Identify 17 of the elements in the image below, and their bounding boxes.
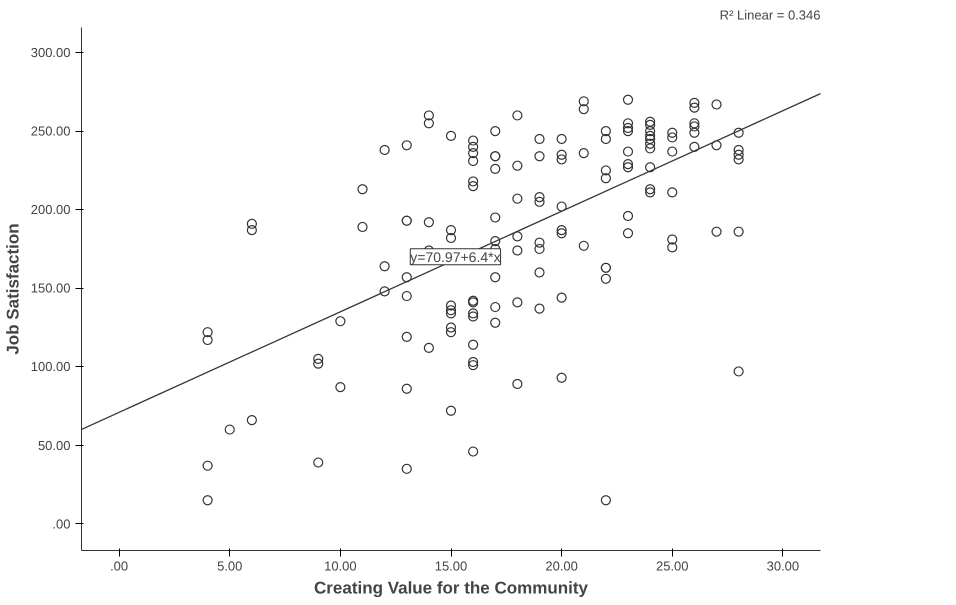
y-tick-label: 50.00: [38, 438, 71, 453]
y-tick-label: 200.00: [30, 202, 71, 218]
y-axis-title: Job Satisfaction: [4, 223, 23, 355]
x-tick-label: .00: [110, 558, 128, 574]
y-tick-label: 150.00: [30, 280, 71, 296]
y-tick-label: 250.00: [30, 124, 71, 139]
y-tick-label: 300.00: [30, 45, 71, 60]
x-tick-label: 20.00: [545, 558, 578, 574]
x-tick-label: 30.00: [766, 558, 800, 574]
x-tick-label: 25.00: [656, 558, 689, 574]
y-tick-label: .00: [52, 516, 71, 532]
x-axis-title: Creating Value for the Community: [314, 578, 589, 598]
x-tick-label: 15.00: [434, 558, 468, 574]
y-tick-label: 100.00: [30, 359, 71, 374]
x-tick-label: 5.00: [217, 558, 242, 574]
x-tick-label: 10.00: [324, 558, 357, 574]
text: R² Linear = 0.346: [720, 8, 821, 22]
